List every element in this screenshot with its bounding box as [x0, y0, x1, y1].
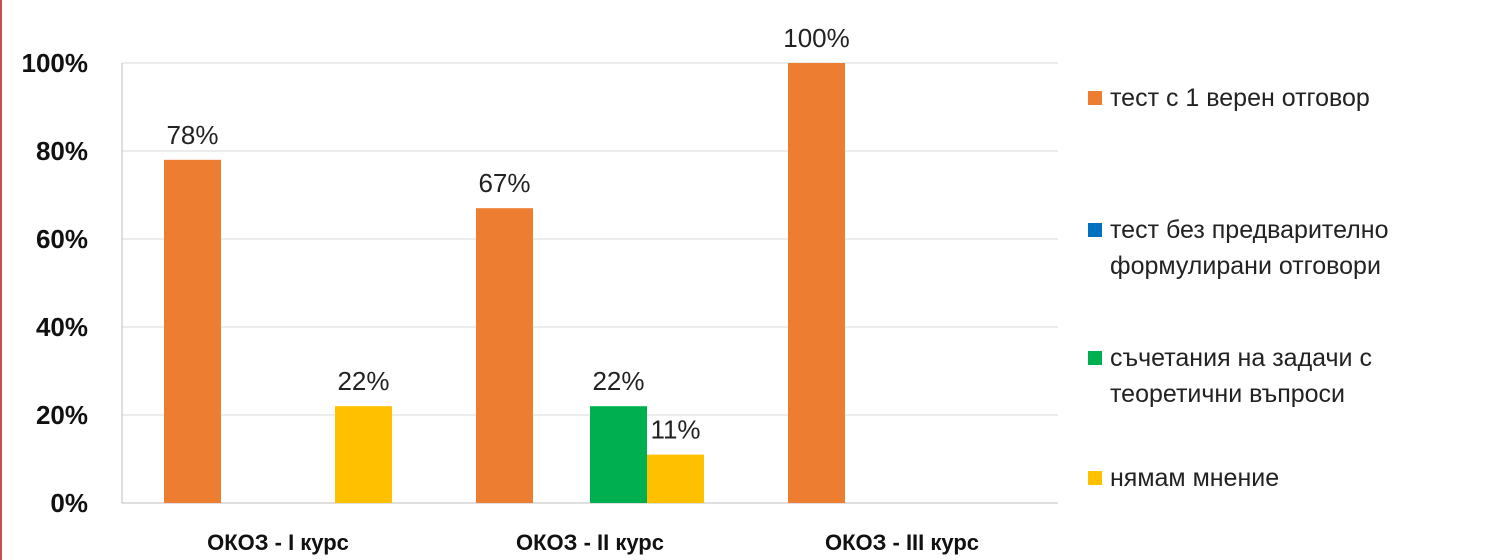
legend-label-0: тест с 1 верен отговор [1110, 84, 1370, 112]
legend-item-2: съчетания на задачи с теоретични въпроси [1088, 340, 1458, 412]
bar [788, 63, 845, 503]
bar [647, 454, 704, 503]
legend-label-3: нямам мнение [1110, 464, 1280, 492]
y-tick-label: 80% [36, 136, 88, 166]
legend-swatch-1 [1088, 223, 1102, 237]
legend-swatch-3 [1088, 471, 1102, 485]
data-label: 78% [166, 120, 218, 150]
bar [590, 406, 647, 503]
y-tick-label: 40% [36, 312, 88, 342]
legend-item-1: тест без предварително формулирани отгов… [1088, 212, 1478, 284]
legend-swatch-2 [1088, 351, 1102, 365]
data-label: 11% [650, 415, 700, 445]
legend-label-2: съчетания на задачи с теоретични въпроси [1110, 344, 1372, 408]
y-tick-label: 0% [50, 488, 88, 518]
x-tick-label: ОКОЗ - I курс [207, 530, 349, 555]
data-label: 100% [783, 23, 850, 53]
bar [335, 406, 392, 503]
data-label: 22% [337, 366, 389, 396]
bar [476, 208, 533, 503]
x-tick-label: ОКОЗ - III курс [825, 530, 979, 555]
y-tick-label: 60% [36, 224, 88, 254]
bar [164, 159, 221, 504]
legend-item-0: тест с 1 верен отговор [1088, 80, 1370, 116]
data-label: 67% [478, 168, 530, 198]
legend: тест с 1 верен отговор тест без предвари… [1088, 0, 1488, 560]
y-tick-label: 100% [22, 48, 89, 78]
legend-item-3: нямам мнение [1088, 460, 1279, 496]
x-tick-label: ОКОЗ - II курс [516, 530, 664, 555]
legend-label-1: тест без предварително формулирани отгов… [1110, 216, 1389, 280]
data-label: 22% [592, 366, 644, 396]
y-tick-label: 20% [36, 400, 88, 430]
bar-chart: 0% 20% 40% 60% 80% 100% 78% 22% ОКОЗ - I курс 67%… [22, 23, 1058, 555]
legend-swatch-0 [1088, 91, 1102, 105]
